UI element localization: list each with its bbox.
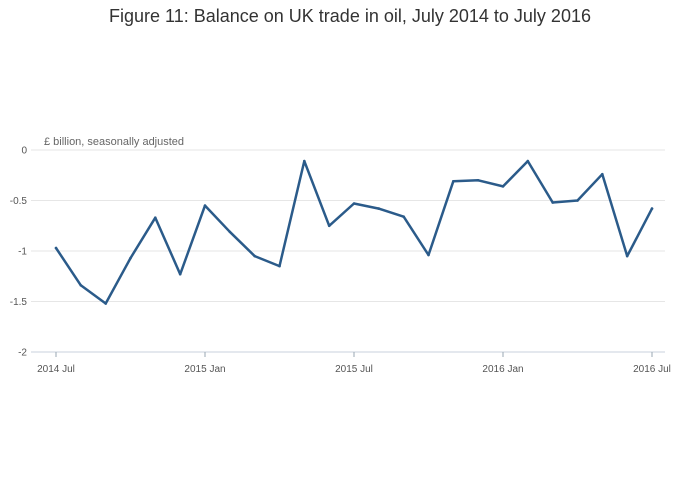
- gridlines: [31, 149, 665, 302]
- data-point: [154, 216, 157, 219]
- data-point: [625, 254, 629, 258]
- y-axis-ticks: 0 -0.5 -1 -1.5 -2: [10, 146, 28, 359]
- data-point: [129, 256, 132, 260]
- y-tick-label: -1.5: [10, 297, 28, 308]
- data-point: [452, 180, 455, 183]
- data-point: [650, 207, 654, 210]
- x-tick-label: 2014 Jul: [37, 364, 75, 375]
- x-tick-label: 2016 Jul: [633, 364, 671, 375]
- y-tick-label: -1: [18, 247, 27, 258]
- series-group: [54, 159, 654, 305]
- y-tick-label: -0.5: [10, 196, 28, 207]
- data-point: [54, 246, 58, 250]
- data-point: [228, 230, 232, 234]
- x-axis: 2014 Jul 2015 Jan 2015 Jul 2016 Jan 2016 Jul: [31, 351, 671, 375]
- data-point: [253, 254, 256, 258]
- data-point: [79, 284, 83, 287]
- data-point: [278, 264, 281, 268]
- y-tick-label: 0: [21, 146, 27, 157]
- data-point: [377, 207, 381, 210]
- data-point: [576, 199, 579, 202]
- data-point: [501, 185, 505, 188]
- data-point: [551, 201, 554, 204]
- data-point: [303, 159, 306, 163]
- x-tick-label: 2015 Jan: [184, 364, 225, 375]
- series-line: [54, 159, 654, 305]
- data-point: [104, 302, 107, 305]
- y-axis-label: £ billion, seasonally adjusted: [44, 136, 185, 148]
- data-point: [402, 215, 406, 218]
- x-tick-label: 2016 Jan: [482, 364, 523, 375]
- data-point: [526, 159, 530, 163]
- chart-title: Figure 11: Balance on UK trade in oil, J…: [109, 6, 591, 26]
- x-tick-label: 2015 Jul: [335, 364, 373, 375]
- data-point: [178, 272, 182, 276]
- data-point: [327, 224, 331, 228]
- data-point: [427, 253, 430, 257]
- y-tick-label: -2: [18, 348, 27, 359]
- data-point: [352, 202, 356, 205]
- data-point: [203, 204, 207, 207]
- data-point: [476, 179, 480, 182]
- data-point: [601, 172, 604, 176]
